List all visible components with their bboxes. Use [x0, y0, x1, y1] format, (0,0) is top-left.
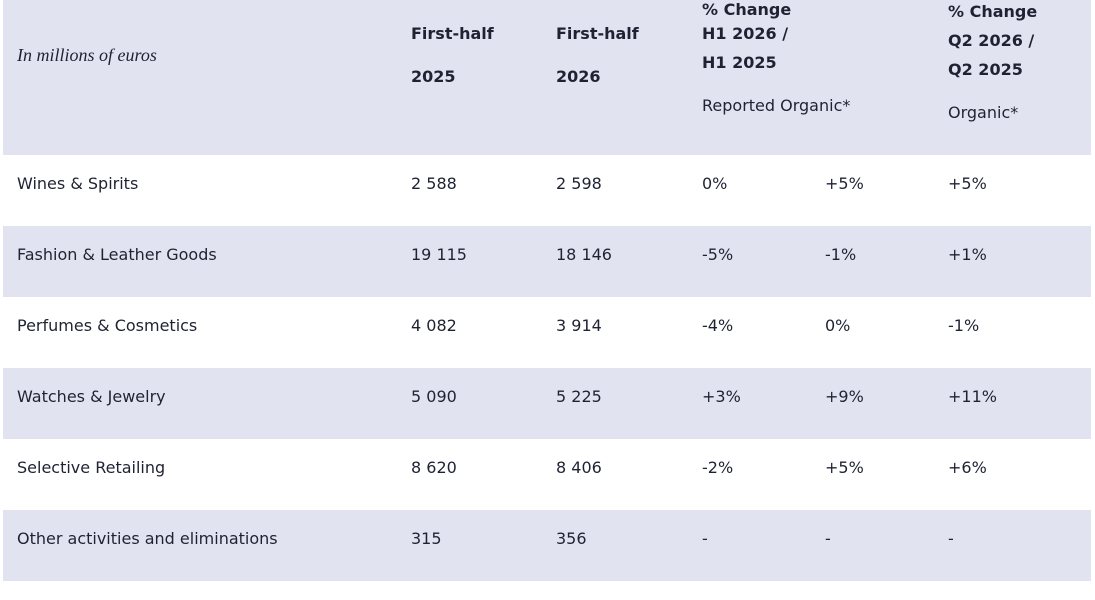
row-label: Other activities and eliminations [17, 529, 278, 548]
header-cell: First-half [556, 24, 639, 43]
row-label: Fashion & Leather Goods [17, 245, 217, 264]
table-cell: 3 914 [556, 316, 602, 335]
table-cell: +11% [948, 387, 997, 406]
row-background [3, 155, 1091, 226]
table-cell: -1% [948, 316, 980, 335]
row-background [3, 226, 1091, 297]
row-label: Wines & Spirits [17, 174, 139, 193]
table-cell: 2 588 [411, 174, 457, 193]
row-label: Watches & Jewelry [17, 387, 166, 406]
table-cell: +5% [825, 174, 864, 193]
table-cell: +6% [948, 458, 987, 477]
table-cell: 315 [411, 529, 442, 548]
caption: In millions of euros [17, 45, 157, 65]
table-cell: - [825, 529, 831, 548]
table-cell: -2% [702, 458, 734, 477]
table-cell: - [948, 529, 954, 548]
table-cell: -5% [702, 245, 734, 264]
table-cell: 2 598 [556, 174, 602, 193]
table-cell: 5 090 [411, 387, 457, 406]
header-cell: Reported Organic* [702, 96, 851, 115]
row-background [3, 510, 1091, 581]
table-cell: +5% [948, 174, 987, 193]
row-background [3, 368, 1091, 439]
table-cell: 19 115 [411, 245, 467, 264]
table-cell: +3% [702, 387, 741, 406]
table-cell: 8 620 [411, 458, 457, 477]
row-label: Selective Retailing [17, 458, 166, 477]
table-cell: - [702, 529, 708, 548]
table-cell: 8 406 [556, 458, 602, 477]
row-background [3, 439, 1091, 510]
table-cell: +5% [825, 458, 864, 477]
row-background [3, 297, 1091, 368]
table-cell: +9% [825, 387, 864, 406]
header-cell: H1 2026 / [702, 24, 789, 43]
header-cell: % Change [702, 0, 792, 19]
table-cell: -4% [702, 316, 734, 335]
table-cell: 5 225 [556, 387, 602, 406]
header-cell: 2026 [556, 67, 601, 86]
header-cell: Q2 2026 / [948, 31, 1035, 50]
table-cell: 0% [702, 174, 728, 193]
table-cell: 18 146 [556, 245, 612, 264]
table-cell: 356 [556, 529, 587, 548]
table-cell: -1% [825, 245, 857, 264]
header-background [3, 0, 1091, 155]
table-cell: 0% [825, 316, 851, 335]
row-label: Perfumes & Cosmetics [17, 316, 198, 335]
table-cell: 4 082 [411, 316, 457, 335]
header-cell: First-half [411, 24, 494, 43]
header-cell: H1 2025 [702, 53, 777, 72]
header-cell: Organic* [948, 103, 1019, 122]
header-cell: % Change [948, 2, 1038, 21]
header-cell: 2025 [411, 67, 456, 86]
table-cell: +1% [948, 245, 987, 264]
header-cell: Q2 2025 [948, 60, 1023, 79]
